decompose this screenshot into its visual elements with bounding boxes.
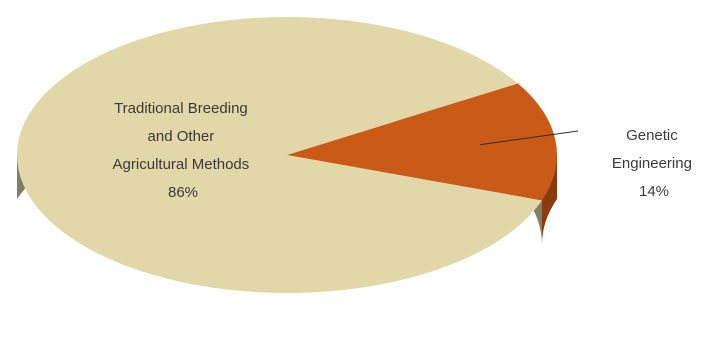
label-genetic-line-2: Engineering <box>612 155 692 172</box>
slice-traditional-breeding <box>16 16 542 293</box>
leader-line-genetic-engineering <box>480 130 579 146</box>
label-traditional-line-1: Traditional Breeding <box>114 100 248 117</box>
label-traditional-line-2: and Other <box>148 128 215 145</box>
label-traditional-line-3: Agricultural Methods <box>113 156 250 173</box>
label-genetic-engineering: Genetic Engineering 14% <box>612 127 696 200</box>
slice-genetic-engineering <box>287 83 557 201</box>
value-traditional-breeding: 86% <box>168 184 198 201</box>
label-genetic-line-1: Genetic <box>626 127 678 144</box>
label-traditional-breeding: Traditional Breeding and Other Agricultu… <box>113 100 254 201</box>
value-genetic-engineering: 14% <box>639 183 669 200</box>
